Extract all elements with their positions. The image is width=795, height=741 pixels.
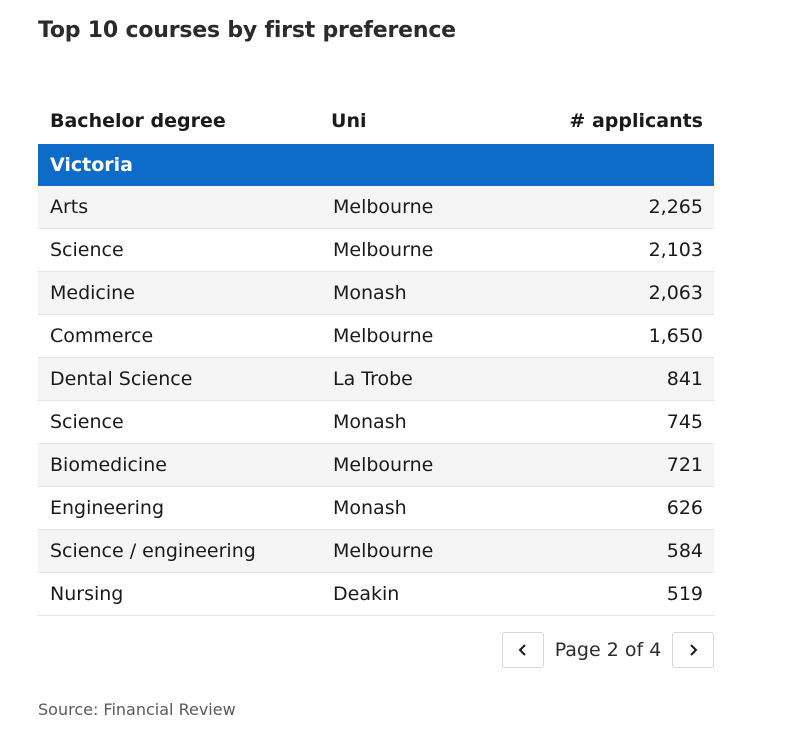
uni-cell: Melbourne [333, 325, 434, 347]
page-indicator: Page 2 of 4 [554, 639, 662, 661]
table-row: Biomedicine Melbourne 721 [38, 444, 714, 487]
uni-cell: Monash [333, 497, 407, 519]
table-row: Arts Melbourne 2,265 [38, 186, 714, 229]
applicants-cell: 2,265 [648, 196, 703, 218]
uni-cell: Melbourne [333, 540, 434, 562]
degree-cell: Arts [50, 196, 89, 218]
table-row: Science Monash 745 [38, 401, 714, 444]
column-header-applicants: # applicants [569, 110, 703, 132]
table-body: Arts Melbourne 2,265 Science Melbourne 2,103 M… [38, 186, 714, 616]
group-label: Victoria [50, 154, 133, 176]
degree-cell: Medicine [50, 282, 135, 304]
table-row: Engineering Monash 626 [38, 487, 714, 530]
courses-table: Bachelor degree Uni # applicants Victori… [38, 98, 714, 616]
column-header-degree: Bachelor degree [50, 110, 226, 132]
degree-cell: Science [50, 239, 124, 261]
degree-cell: Science [50, 411, 124, 433]
chevron-left-icon [518, 644, 526, 656]
prev-page-button[interactable] [502, 632, 544, 668]
group-header-victoria: Victoria [38, 144, 714, 186]
applicants-cell: 2,103 [648, 239, 703, 261]
uni-cell: Monash [333, 282, 407, 304]
table-row: Medicine Monash 2,063 [38, 272, 714, 315]
table-row: Science Melbourne 2,103 [38, 229, 714, 272]
applicants-cell: 745 [666, 411, 703, 433]
pagination: Page 2 of 4 [502, 632, 714, 668]
chevron-right-icon [690, 644, 698, 656]
applicants-cell: 519 [666, 583, 703, 605]
table-row: Commerce Melbourne 1,650 [38, 315, 714, 358]
degree-cell: Biomedicine [50, 454, 167, 476]
chart-title: Top 10 courses by first preference [38, 18, 456, 43]
degree-cell: Science / engineering [50, 540, 256, 562]
applicants-cell: 2,063 [648, 282, 703, 304]
applicants-cell: 584 [666, 540, 703, 562]
uni-cell: Melbourne [333, 454, 434, 476]
degree-cell: Nursing [50, 583, 124, 605]
uni-cell: La Trobe [333, 368, 413, 390]
table-header: Bachelor degree Uni # applicants [38, 98, 714, 144]
uni-cell: Melbourne [333, 239, 434, 261]
column-header-uni: Uni [331, 110, 367, 132]
next-page-button[interactable] [672, 632, 714, 668]
applicants-cell: 626 [666, 497, 703, 519]
uni-cell: Melbourne [333, 196, 434, 218]
applicants-cell: 1,650 [648, 325, 703, 347]
uni-cell: Monash [333, 411, 407, 433]
table-row: Dental Science La Trobe 841 [38, 358, 714, 401]
degree-cell: Dental Science [50, 368, 193, 390]
applicants-cell: 721 [666, 454, 703, 476]
applicants-cell: 841 [666, 368, 703, 390]
degree-cell: Engineering [50, 497, 164, 519]
degree-cell: Commerce [50, 325, 154, 347]
source-note: Source: Financial Review [38, 700, 236, 719]
table-row: Nursing Deakin 519 [38, 573, 714, 616]
uni-cell: Deakin [333, 583, 400, 605]
table-row: Science / engineering Melbourne 584 [38, 530, 714, 573]
